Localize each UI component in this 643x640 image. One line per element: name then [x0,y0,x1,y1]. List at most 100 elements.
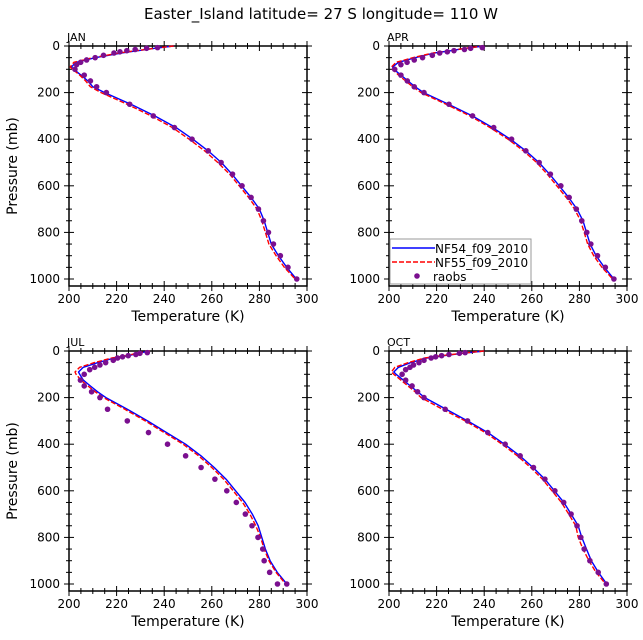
x-tick-label: 300 [296,292,319,306]
raobs-point [212,476,218,482]
y-tick-label: 600 [357,179,380,193]
raobs-point [583,229,590,236]
raobs-point [444,49,451,55]
raobs-point [150,113,157,119]
raobs-point [265,229,272,236]
series-line-nf55 [74,350,287,585]
raobs-point [97,362,103,368]
raobs-point [438,352,445,359]
raobs-point [218,159,224,166]
legend-label: NF55_f09_2010 [435,256,528,270]
x-tick-label: 260 [200,292,223,306]
x-axis-label: Temperature (K) [130,614,244,630]
raobs-point [124,418,131,424]
raobs-point [249,522,255,529]
raobs-point [421,89,427,96]
y-tick-label: 0 [372,39,380,53]
raobs-point [581,546,587,552]
raobs-point [414,388,421,395]
y-tick-label: 0 [52,344,60,358]
y-tick-label: 200 [37,86,60,100]
raobs-point [143,45,150,52]
raobs-point [523,148,529,154]
raobs-point [133,351,139,358]
raobs-point [205,148,212,154]
raobs-point [398,61,404,68]
raobs-point [594,252,601,259]
raobs-point [490,124,497,131]
x-tick-label: 240 [153,597,176,611]
y-tick-label: 800 [37,530,60,544]
raobs-point [391,66,398,73]
raobs-point [574,522,580,529]
raobs-point [421,394,427,401]
raobs-point [93,83,100,90]
raobs-point [102,359,109,366]
raobs-point [164,441,171,448]
raobs-point [451,47,457,54]
x-tick-label: 300 [296,597,319,611]
raobs-point [573,206,580,212]
raobs-point [402,377,409,383]
x-tick-label: 280 [568,292,591,306]
raobs-point [293,276,300,282]
raobs-point [502,441,508,448]
raobs-point [255,206,262,212]
raobs-point [578,534,584,541]
raobs-point [132,46,138,53]
raobs-point [399,371,405,378]
raobs-point [229,171,236,177]
x-axis-label: Temperature (K) [450,614,564,630]
y-tick-label: 1000 [349,577,380,591]
raobs-point [100,52,107,59]
x-tick-label: 260 [520,597,543,611]
x-tick-label: 280 [248,292,271,306]
raobs-point [530,464,537,471]
raobs-point [611,276,617,282]
chart-title: Easter_Island latitude= 27 S longitude= … [144,5,498,24]
raobs-point [428,355,434,361]
raobs-point [270,241,277,247]
raobs-point [547,171,554,177]
raobs-point [119,354,126,360]
y-tick-label: 800 [37,225,60,239]
raobs-point [558,183,564,189]
x-tick-label: 220 [105,292,128,306]
raobs-point [566,194,572,201]
panel-label: JAN [66,31,86,44]
raobs-point [446,101,452,108]
raobs-point [154,44,161,51]
raobs-point [419,54,426,61]
raobs-point [587,557,593,564]
raobs-point [517,453,523,459]
x-tick-label: 220 [425,597,448,611]
raobs-point [508,136,515,143]
plot-frame [388,350,628,592]
x-tick-label: 300 [616,292,639,306]
y-tick-label: 400 [37,132,60,146]
raobs-point [117,49,123,55]
raobs-point [259,546,266,552]
raobs-point [560,499,567,506]
raobs-point [239,183,245,189]
panel-oct: 200 220 240 260 280 300 0 200 400 600 800 1000 OCT Te… [349,336,638,630]
raobs-point [404,78,411,84]
raobs-point [92,54,98,61]
x-axis-label: Temperature (K) [130,309,244,325]
y-tick-label: 200 [357,391,380,405]
raobs-point [416,359,422,366]
raobs-point [255,534,261,541]
y-tick-label: 1000 [349,272,380,286]
raobs-point [484,429,491,436]
panel-label: OCT [387,336,410,349]
raobs-point [462,349,468,356]
panel-apr: 200 220 240 260 280 300 0 200 400 600 800 1000 APR Te… [349,31,638,325]
legend-label: NF54_f09_2010 [435,242,528,256]
x-tick-label: 260 [520,292,543,306]
series-line-nf54 [70,45,297,280]
raobs-point [182,453,189,459]
raobs-point [461,46,468,53]
raobs-point [73,61,80,68]
raobs-point [411,57,418,63]
